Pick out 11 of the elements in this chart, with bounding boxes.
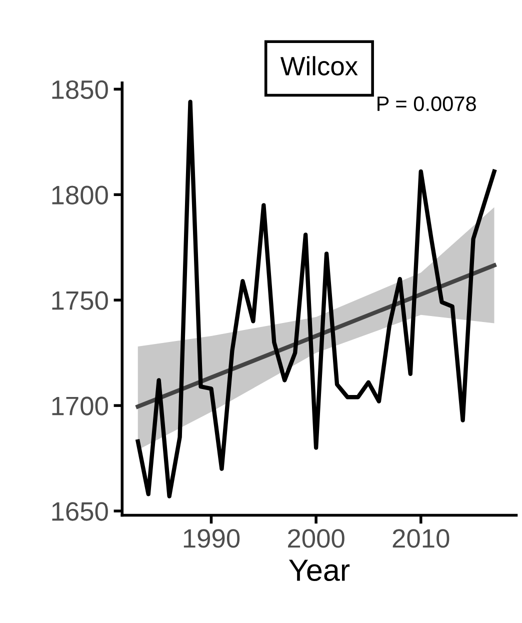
y-tick-label: 1800	[52, 186, 108, 204]
y-tick-label: 1700	[52, 396, 108, 416]
y-tick-label: 1750	[52, 291, 108, 310]
x-axis-title: Year	[289, 560, 350, 582]
x-tick-label: 2010	[392, 529, 450, 548]
y-tick-label: 1850	[52, 80, 108, 100]
y-tick-label: 1650	[52, 502, 108, 521]
chart-title: Wilcox	[280, 56, 358, 76]
annotation: P = 0.0078	[378, 96, 476, 112]
x-tick-label: 2000	[288, 529, 344, 548]
x-tick-label: 1990	[184, 529, 240, 548]
